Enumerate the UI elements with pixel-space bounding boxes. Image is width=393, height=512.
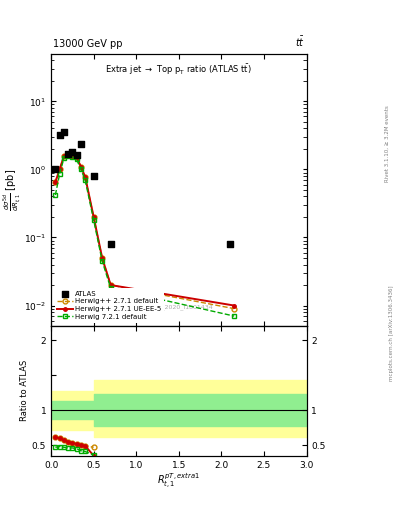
Herwig 7.2.1 default	[91, 217, 96, 223]
Herwig++ 2.7.1 default	[232, 306, 237, 312]
Text: 13000 GeV pp: 13000 GeV pp	[53, 38, 123, 49]
ATLAS	[61, 127, 67, 136]
Herwig 7.2.1 default	[232, 313, 237, 319]
Herwig++ 2.7.1 UE-EE-5	[66, 152, 70, 158]
ATLAS	[108, 240, 114, 248]
Herwig 7.2.1 default	[74, 156, 79, 162]
Herwig 7.2.1 default	[79, 166, 83, 173]
Herwig 7.2.1 default	[100, 258, 105, 264]
Herwig++ 2.7.1 default	[100, 255, 105, 261]
Herwig++ 2.7.1 UE-EE-5	[91, 214, 96, 220]
Line: Herwig++ 2.7.1 default: Herwig++ 2.7.1 default	[53, 152, 237, 311]
Text: Rivet 3.1.10, ≥ 3.2M events: Rivet 3.1.10, ≥ 3.2M events	[385, 105, 389, 182]
ATLAS	[65, 150, 71, 158]
Herwig++ 2.7.1 default	[57, 166, 62, 173]
ATLAS	[73, 151, 80, 159]
Herwig++ 2.7.1 UE-EE-5	[70, 153, 75, 159]
Herwig++ 2.7.1 UE-EE-5	[83, 174, 88, 180]
Herwig++ 2.7.1 UE-EE-5	[74, 154, 79, 160]
Text: Extra jet $\rightarrow$ Top p$_\mathregular{T}$ ratio (ATLAS t$\bar{\mathregular: Extra jet $\rightarrow$ Top p$_\mathregu…	[105, 62, 252, 77]
X-axis label: $R_{t,1}^{pT,extra1}$: $R_{t,1}^{pT,extra1}$	[157, 472, 200, 492]
Herwig++ 2.7.1 UE-EE-5	[100, 255, 105, 261]
Herwig 7.2.1 default	[57, 171, 62, 177]
Line: Herwig 7.2.1 default: Herwig 7.2.1 default	[53, 154, 237, 318]
ATLAS	[90, 172, 97, 180]
ATLAS	[78, 139, 84, 147]
ATLAS	[227, 240, 233, 248]
Herwig++ 2.7.1 default	[74, 154, 79, 160]
Herwig++ 2.7.1 default	[62, 154, 66, 160]
Herwig++ 2.7.1 UE-EE-5	[232, 303, 237, 309]
Y-axis label: $\frac{d\sigma^{5d}}{dR_{t,1}^{}}$ [pb]: $\frac{d\sigma^{5d}}{dR_{t,1}^{}}$ [pb]	[1, 169, 22, 211]
Herwig++ 2.7.1 default	[53, 179, 58, 185]
Herwig++ 2.7.1 default	[79, 163, 83, 169]
Herwig++ 2.7.1 UE-EE-5	[79, 163, 83, 169]
Herwig++ 2.7.1 default	[66, 152, 70, 158]
Text: ATLAS_2020_I1801434: ATLAS_2020_I1801434	[143, 304, 214, 310]
Line: Herwig++ 2.7.1 UE-EE-5: Herwig++ 2.7.1 UE-EE-5	[53, 153, 236, 307]
Herwig++ 2.7.1 UE-EE-5	[57, 166, 62, 173]
Herwig++ 2.7.1 default	[70, 153, 75, 159]
Herwig 7.2.1 default	[83, 177, 88, 183]
Herwig 7.2.1 default	[66, 154, 70, 160]
Herwig++ 2.7.1 default	[83, 174, 88, 180]
Herwig++ 2.7.1 default	[91, 214, 96, 220]
ATLAS	[57, 131, 63, 139]
Herwig 7.2.1 default	[53, 192, 58, 198]
ATLAS	[52, 165, 59, 174]
Herwig 7.2.1 default	[70, 154, 75, 160]
Herwig++ 2.7.1 default	[108, 282, 113, 288]
ATLAS	[69, 148, 75, 156]
Text: mcplots.cern.ch [arXiv:1306.3436]: mcplots.cern.ch [arXiv:1306.3436]	[389, 285, 393, 380]
Herwig++ 2.7.1 UE-EE-5	[108, 282, 113, 288]
Herwig++ 2.7.1 UE-EE-5	[62, 154, 66, 160]
Herwig 7.2.1 default	[62, 155, 66, 161]
Text: $t\bar{t}$: $t\bar{t}$	[295, 35, 305, 49]
Y-axis label: Ratio to ATLAS: Ratio to ATLAS	[20, 360, 29, 421]
Herwig++ 2.7.1 UE-EE-5	[53, 179, 58, 185]
Legend: ATLAS, Herwig++ 2.7.1 default, Herwig++ 2.7.1 UE-EE-5, Herwig 7.2.1 default: ATLAS, Herwig++ 2.7.1 default, Herwig++ …	[55, 288, 164, 323]
Herwig 7.2.1 default	[108, 285, 113, 291]
